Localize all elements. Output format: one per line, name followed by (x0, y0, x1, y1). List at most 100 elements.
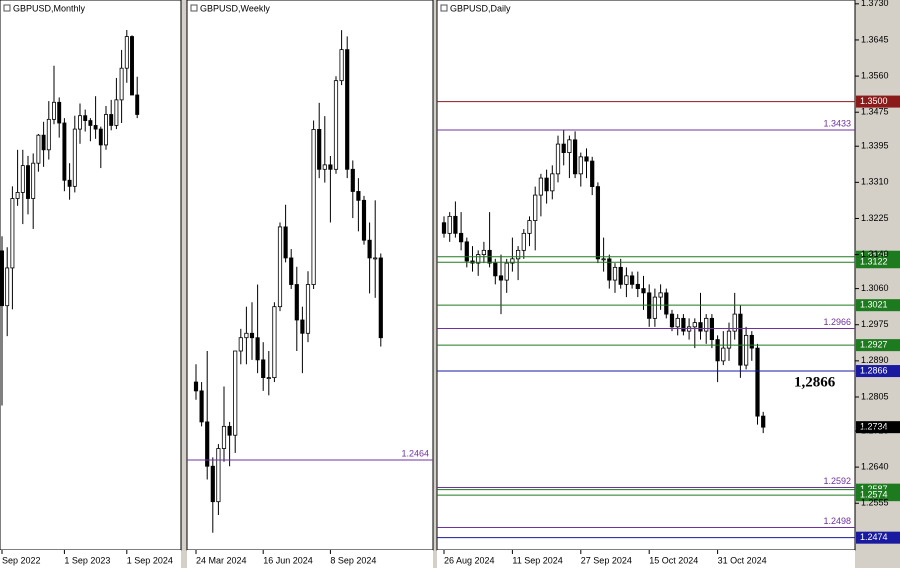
candle-body (607, 258, 612, 281)
candle-body (52, 101, 56, 120)
candle-body (504, 262, 509, 281)
y-tick-label: 1.3310 (861, 177, 889, 187)
candle-body (135, 94, 140, 115)
candle-body (555, 143, 561, 175)
candle-body (93, 125, 98, 130)
candle-body (550, 173, 555, 192)
y-tick-label: 1.2890 (861, 355, 889, 365)
x-tick-label: 8 Sep 2024 (330, 555, 376, 565)
x-tick-label: 11 Sep 2024 (512, 555, 562, 565)
candle-body (629, 275, 635, 285)
candle-body (31, 162, 36, 199)
candle-body (41, 134, 46, 151)
x-tick-label: 27 Sep 2024 (581, 555, 632, 565)
panel-title: GBPUSD,Monthly (13, 3, 86, 13)
candle-body (289, 257, 294, 285)
candle-body (109, 114, 114, 126)
y-tick-label: 1.2640 (861, 461, 889, 471)
candle-body (98, 128, 103, 146)
candle-body (294, 284, 299, 321)
candle-body (305, 284, 311, 334)
candle-body (57, 101, 62, 124)
candle-body (732, 313, 737, 332)
level-label-box (856, 299, 900, 312)
candle-body (476, 254, 481, 264)
panel (0, 29, 140, 406)
candle-body (584, 156, 589, 162)
candle-body (493, 262, 498, 277)
x-axis-strip (187, 550, 433, 568)
candle-body (441, 222, 447, 234)
x-tick-label: Sep 2022 (2, 555, 41, 565)
candle-body (367, 239, 372, 259)
level-label: 1.3021 (860, 300, 888, 310)
level-label: 1.2592 (823, 476, 851, 486)
candle-body (498, 275, 504, 281)
candle-body (5, 267, 10, 307)
candle-body (83, 115, 88, 121)
y-tick-label: 1.3645 (861, 34, 889, 44)
y-tick-label: 1.3395 (861, 141, 889, 151)
candle-body (749, 334, 754, 349)
candle-body (510, 258, 515, 264)
candle-body (515, 249, 521, 260)
candle-body (664, 292, 669, 315)
title-icon (440, 4, 448, 12)
candle-body (681, 317, 686, 332)
level-label: 1.2927 (860, 340, 888, 350)
level-label: 1.2966 (823, 317, 851, 327)
candle-body (339, 49, 344, 82)
title-icon (190, 4, 198, 12)
candle-body (119, 67, 124, 101)
title-icon (3, 4, 11, 12)
level-label: 1.2464 (401, 448, 429, 458)
candle-body (0, 250, 4, 307)
candle-body (227, 425, 232, 436)
candle-body (761, 415, 766, 428)
level-label: 1.2734 (860, 422, 888, 432)
candle-body (210, 465, 215, 503)
candle-body (124, 36, 129, 69)
candle-body (669, 313, 675, 328)
level-label: 1.2498 (823, 516, 851, 526)
candle-body (618, 266, 623, 285)
candle-body (26, 165, 30, 199)
candle-body (221, 425, 227, 449)
candle-body (641, 288, 646, 294)
panel-background (0, 0, 182, 551)
candle-body (658, 292, 663, 298)
x-axis-strip (0, 550, 181, 568)
candle-body (533, 194, 538, 221)
candle-body (345, 49, 350, 170)
y-tick-label: 1.3560 (861, 70, 889, 80)
panel: 1.2464 (187, 30, 433, 533)
x-tick-label: 1 Sep 2024 (127, 555, 173, 565)
panel-title: GBPUSD,Weekly (200, 3, 270, 13)
candle-body (453, 215, 458, 234)
candle-body (675, 317, 680, 328)
candle-body (692, 322, 697, 328)
candle-body (244, 332, 249, 339)
level-label: 1.2574 (860, 490, 888, 500)
panel-background (186, 0, 434, 551)
candle-body (333, 80, 339, 170)
x-tick-label: 1 Sep 2023 (64, 555, 110, 565)
candle-body (624, 275, 629, 285)
candle-body (88, 120, 93, 126)
level-label: 1.3500 (860, 96, 888, 106)
level-label-box (856, 531, 900, 544)
candle-body (277, 226, 283, 308)
candle-body (721, 347, 726, 362)
y-tick-label: 1.2805 (861, 391, 889, 401)
candle-body (481, 249, 487, 255)
y-tick-label: 1.3060 (861, 283, 889, 293)
level-label-box (856, 95, 900, 108)
candle-body (311, 129, 316, 285)
panel-background (436, 0, 856, 551)
candle-body (458, 232, 464, 243)
candle-body (283, 226, 288, 259)
candle-body (601, 258, 606, 261)
candle-body (561, 143, 566, 153)
candle-body (104, 114, 108, 146)
